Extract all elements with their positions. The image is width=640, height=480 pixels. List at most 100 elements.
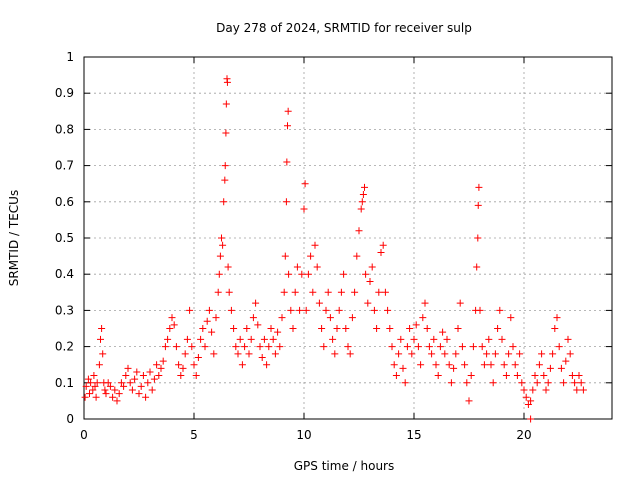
data-point (489, 379, 497, 387)
data-point (544, 379, 552, 387)
data-points (81, 75, 587, 423)
y-tick-label: 0 (66, 412, 74, 426)
y-tick-label: 0.1 (55, 376, 74, 390)
data-point (194, 353, 202, 361)
data-point (346, 350, 354, 358)
data-point (579, 386, 587, 394)
data-point (375, 288, 383, 296)
data-point (359, 191, 367, 199)
data-point (496, 306, 504, 314)
data-point (97, 335, 104, 343)
axis-ticks: 00.10.20.30.40.50.60.70.80.910 5 10 15 20 (55, 50, 612, 442)
data-point (379, 241, 387, 249)
data-point (247, 335, 255, 343)
data-point (284, 122, 291, 130)
data-point (475, 183, 483, 191)
data-point (137, 382, 145, 390)
data-point (315, 299, 323, 307)
data-point (491, 350, 499, 358)
data-point (307, 252, 315, 260)
data-point (188, 343, 196, 351)
data-point (542, 386, 550, 394)
data-point (95, 361, 103, 369)
data-point (533, 379, 541, 387)
data-point (260, 335, 268, 343)
data-point (221, 176, 229, 184)
data-point (361, 183, 368, 191)
data-point (230, 325, 238, 332)
data-point (179, 364, 187, 372)
data-point (335, 306, 343, 314)
data-point (101, 386, 109, 394)
data-point (353, 252, 361, 260)
data-point (271, 350, 279, 358)
data-point (175, 361, 183, 369)
data-point (221, 162, 229, 170)
chart-title: Day 278 of 2024, SRMTID for receiver sul… (216, 21, 472, 35)
data-point (524, 401, 532, 409)
data-point (113, 397, 121, 405)
data-point (93, 379, 101, 387)
data-point (181, 350, 189, 358)
data-point (333, 325, 341, 332)
data-point (91, 382, 99, 390)
data-point (562, 357, 570, 365)
data-point (89, 386, 97, 394)
data-point (144, 379, 152, 387)
data-point (304, 270, 312, 278)
data-point (388, 343, 396, 351)
data-point (81, 393, 89, 401)
data-point (436, 343, 444, 351)
data-point (529, 386, 537, 394)
data-point (281, 252, 289, 260)
data-point (124, 364, 132, 372)
data-point (551, 325, 559, 332)
data-point (98, 325, 106, 332)
data-point (494, 325, 502, 332)
x-axis-label: GPS time / hours (294, 459, 395, 473)
data-point (527, 415, 535, 423)
data-point (157, 364, 165, 372)
data-point (507, 314, 515, 322)
data-point (313, 263, 321, 271)
data-point (161, 343, 169, 351)
data-point (425, 343, 433, 351)
data-point (560, 379, 568, 387)
data-point (445, 361, 453, 369)
data-point (454, 325, 462, 332)
data-point (502, 372, 510, 380)
data-point (252, 299, 260, 307)
data-point (120, 382, 128, 390)
data-point (170, 321, 178, 329)
data-point (564, 335, 572, 343)
data-point (399, 364, 407, 372)
data-point (139, 372, 147, 380)
data-point (473, 263, 481, 271)
data-point (183, 335, 191, 343)
data-point (256, 343, 264, 351)
data-point (238, 361, 246, 369)
data-point (390, 361, 398, 369)
data-point (480, 361, 488, 369)
data-point (135, 390, 143, 398)
data-point (245, 350, 253, 358)
data-point (155, 372, 163, 380)
data-point (421, 299, 429, 307)
y-tick-label: 0.4 (55, 267, 74, 281)
data-point (84, 375, 92, 383)
data-point (86, 390, 93, 398)
data-point (408, 350, 416, 358)
data-point (505, 350, 513, 358)
data-point (337, 288, 345, 296)
data-point (463, 379, 471, 387)
data-point (483, 350, 491, 358)
data-point (392, 372, 400, 380)
data-point (225, 288, 233, 296)
data-point (99, 350, 107, 358)
data-point (249, 314, 257, 322)
data-point (177, 372, 185, 380)
data-point (150, 375, 158, 383)
data-point (285, 270, 293, 278)
data-point (511, 361, 519, 369)
